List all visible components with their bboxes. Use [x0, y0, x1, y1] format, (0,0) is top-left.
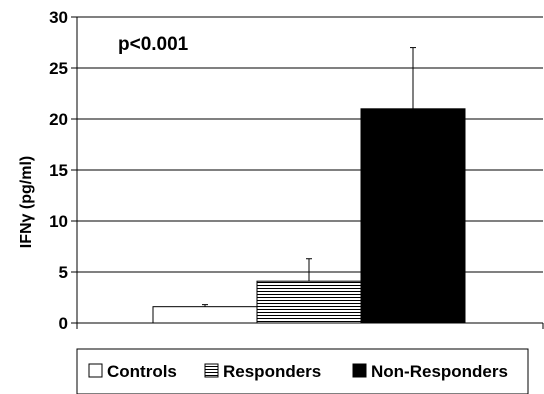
gridlines	[77, 16, 543, 273]
legend-swatch-responders	[204, 363, 219, 378]
y-tick-label: 15	[49, 161, 68, 180]
legend-label-non-responders: Non-Responders	[371, 362, 508, 381]
y-tick-label: 30	[49, 8, 68, 27]
y-axis-label: IFNγ (pg/ml)	[18, 156, 35, 248]
y-tick-label: 5	[59, 263, 68, 282]
bars	[152, 47, 466, 324]
bar-responders	[256, 280, 362, 324]
p-value-annotation: p<0.001	[118, 34, 189, 55]
y-tick-label: 25	[49, 59, 68, 78]
legend-label-responders: Responders	[223, 362, 321, 381]
y-axis: 0 5 10 15 20 25 30	[49, 8, 544, 333]
y-tick-label: 20	[49, 110, 68, 129]
legend: Controls Responders Non-Responders	[76, 348, 529, 394]
legend-label-controls: Controls	[107, 362, 177, 381]
bar-controls	[152, 306, 258, 324]
legend-swatch-non-responders	[352, 363, 367, 378]
legend-frame	[76, 348, 529, 394]
legend-swatch-controls	[88, 363, 103, 378]
y-tick-label: 0	[59, 314, 68, 333]
y-tick-label: 10	[49, 212, 68, 231]
bar-non-responders	[360, 108, 466, 324]
